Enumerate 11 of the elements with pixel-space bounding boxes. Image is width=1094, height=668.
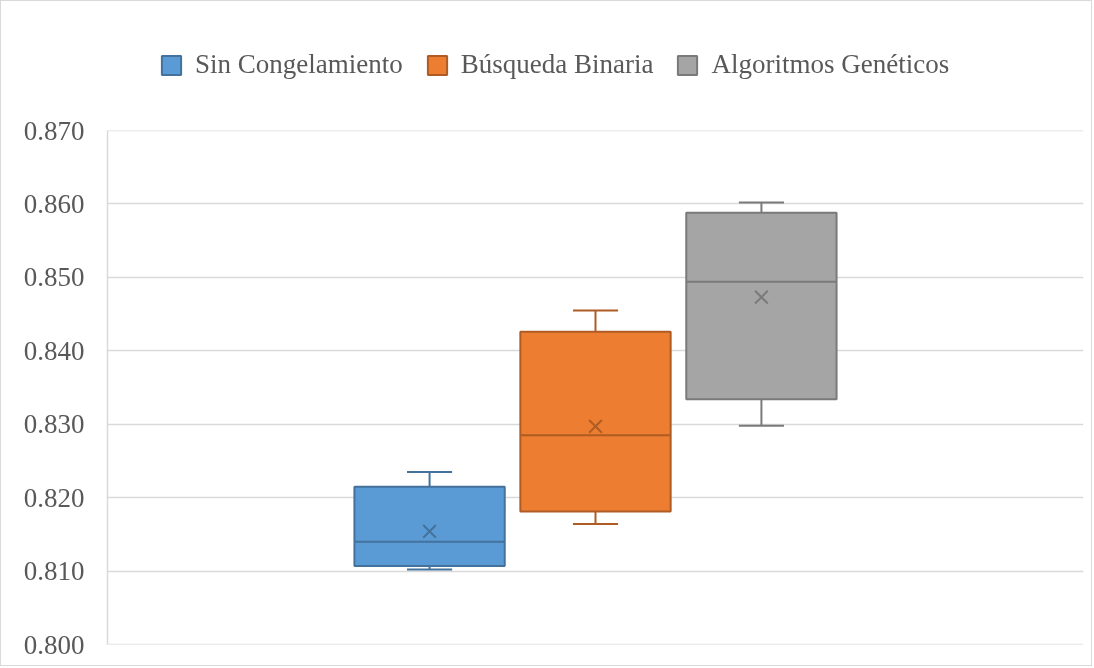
y-tick-label: 0.800 <box>23 629 85 660</box>
y-tick-label: 0.840 <box>23 335 85 366</box>
y-tick-label: 0.810 <box>23 556 85 587</box>
y-tick-label: 0.830 <box>23 409 85 440</box>
legend-label: Búsqueda Binaria <box>460 49 654 80</box>
legend-label: Sin Congelamiento <box>195 49 403 80</box>
y-tick-label: 0.860 <box>23 188 85 219</box>
y-tick-label: 0.820 <box>23 482 85 513</box>
y-tick-label: 0.850 <box>23 262 85 293</box>
legend-label: Algoritmos Genéticos <box>711 49 950 80</box>
y-tick-label: 0.870 <box>23 115 85 146</box>
